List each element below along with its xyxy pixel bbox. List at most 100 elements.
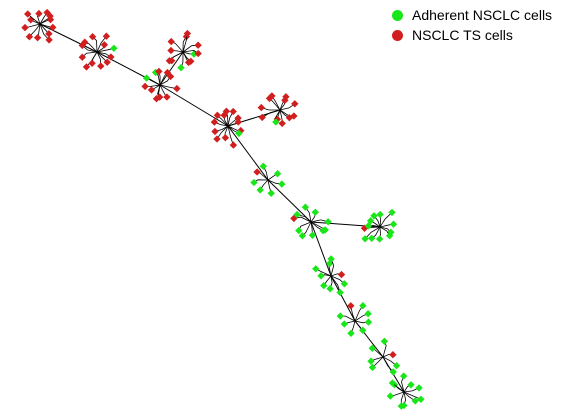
adherent-cell-node <box>340 320 348 328</box>
ts-cell-node <box>35 9 43 18</box>
ts-cell-node <box>229 141 238 149</box>
ts-cell-node <box>285 114 294 122</box>
cell-cluster <box>360 208 398 243</box>
legend-label-adherent: Adherent NSCLC cells <box>412 7 553 23</box>
cell-cluster <box>367 337 401 376</box>
adherent-cell-node <box>177 64 185 72</box>
legend-item-adherent: Adherent NSCLC cells <box>392 6 552 24</box>
cell-cluster <box>141 67 181 103</box>
ts-cell-node <box>46 15 55 24</box>
adherent-cell-node <box>267 189 275 197</box>
adherent-cell-node <box>311 208 319 216</box>
tree-edge <box>159 51 184 86</box>
legend-item-ts: NSCLC TS cells <box>392 26 552 44</box>
ts-cell-node <box>253 168 261 176</box>
legend-label-ts: NSCLC TS cells <box>412 27 513 43</box>
adherent-cell-node <box>364 310 372 318</box>
adherent-cell-node <box>368 234 376 242</box>
adherent-cell-node <box>308 231 317 239</box>
ts-cell-node <box>166 72 175 81</box>
cell-cluster <box>250 162 286 197</box>
tree-edge <box>159 84 229 127</box>
adherent-cell-node <box>375 235 384 243</box>
adherent-cell-node <box>293 210 301 219</box>
cell-cluster <box>336 302 373 337</box>
adherent-cell-node <box>298 232 307 240</box>
adherent-cell-node <box>340 280 349 288</box>
ts-cell-node <box>221 134 230 142</box>
cell-cluster <box>290 203 332 240</box>
ts-cell-node <box>173 84 181 93</box>
cell-cluster <box>165 29 202 72</box>
adherent-cell-node <box>359 302 367 310</box>
ts-cell-node <box>21 23 29 32</box>
ts-cell-node <box>281 96 289 104</box>
tree-edge <box>39 23 98 53</box>
adherent-cell-node <box>278 180 286 188</box>
adherent-cell-node <box>347 329 355 337</box>
adherent-cell-node <box>317 272 325 280</box>
adherent-cell-node <box>364 318 373 326</box>
adherent-cell-node <box>368 344 376 352</box>
ts-cell-node <box>141 82 149 91</box>
adherent-cell-node <box>312 265 320 273</box>
tree-edge <box>310 221 332 277</box>
adherent-cell-node <box>235 129 243 138</box>
ts-cell-node <box>107 53 115 61</box>
adherent-cell-node <box>370 212 378 220</box>
adherent-cell-node <box>110 44 118 52</box>
adherent-cell-node <box>400 372 408 380</box>
adherent-cell-node <box>142 74 151 82</box>
adherent-cell-node <box>324 218 332 226</box>
cell-cluster <box>78 32 118 71</box>
ts-cell-node <box>97 62 105 70</box>
ts-cell-node <box>234 114 242 122</box>
tree-edge <box>227 125 269 181</box>
ts-cell-node <box>163 93 171 101</box>
adherent-cell-node <box>336 312 344 320</box>
ts-cell-node <box>268 92 276 100</box>
cell-cluster <box>21 8 57 44</box>
adherent-cell-node <box>361 235 369 243</box>
adherent-cell-node <box>273 170 282 178</box>
ts-cell-node <box>278 119 286 128</box>
adherent-cell-node <box>326 285 334 293</box>
ts-cell-node <box>45 36 53 44</box>
ts-cell-node <box>82 63 91 71</box>
tree-edge <box>330 275 356 322</box>
ts-cell-node <box>27 16 35 24</box>
ts-cell-node <box>147 86 156 94</box>
adherent-cell-node <box>336 288 344 297</box>
adherent-cell-node <box>392 362 401 370</box>
adherent-cell-node <box>320 281 328 290</box>
adherent-cell-node <box>415 384 423 392</box>
ts-cell-node <box>347 302 355 310</box>
adherent-cell-node <box>368 363 377 372</box>
ts-cell-node <box>100 41 109 49</box>
adherent-cell-node <box>256 186 264 194</box>
adherent-cell-node <box>367 357 375 365</box>
legend: Adherent NSCLC cells NSCLC TS cells <box>392 6 552 46</box>
cluster-spoke <box>364 226 381 240</box>
ts-cell-node <box>167 37 175 46</box>
ts-cell-node <box>167 46 175 55</box>
adherent-cell-node <box>389 220 398 228</box>
cell-cluster <box>257 92 299 128</box>
ts-cell-node <box>102 32 111 40</box>
adherent-cell-node <box>327 255 335 263</box>
adherent-cell-node <box>259 162 267 170</box>
ts-cell-node <box>337 270 346 279</box>
legend-marker-adherent <box>392 9 403 21</box>
tree-edge <box>267 179 312 223</box>
ts-cell-node <box>194 41 202 49</box>
cluster-spoke <box>261 109 281 118</box>
ts-cell-node <box>258 113 266 122</box>
legend-marker-ts <box>392 29 403 41</box>
ts-cell-node <box>49 23 57 32</box>
cluster-spoke <box>96 35 107 53</box>
tree-clusters <box>21 8 425 410</box>
adherent-cell-node <box>411 397 419 405</box>
cell-cluster <box>312 255 349 297</box>
